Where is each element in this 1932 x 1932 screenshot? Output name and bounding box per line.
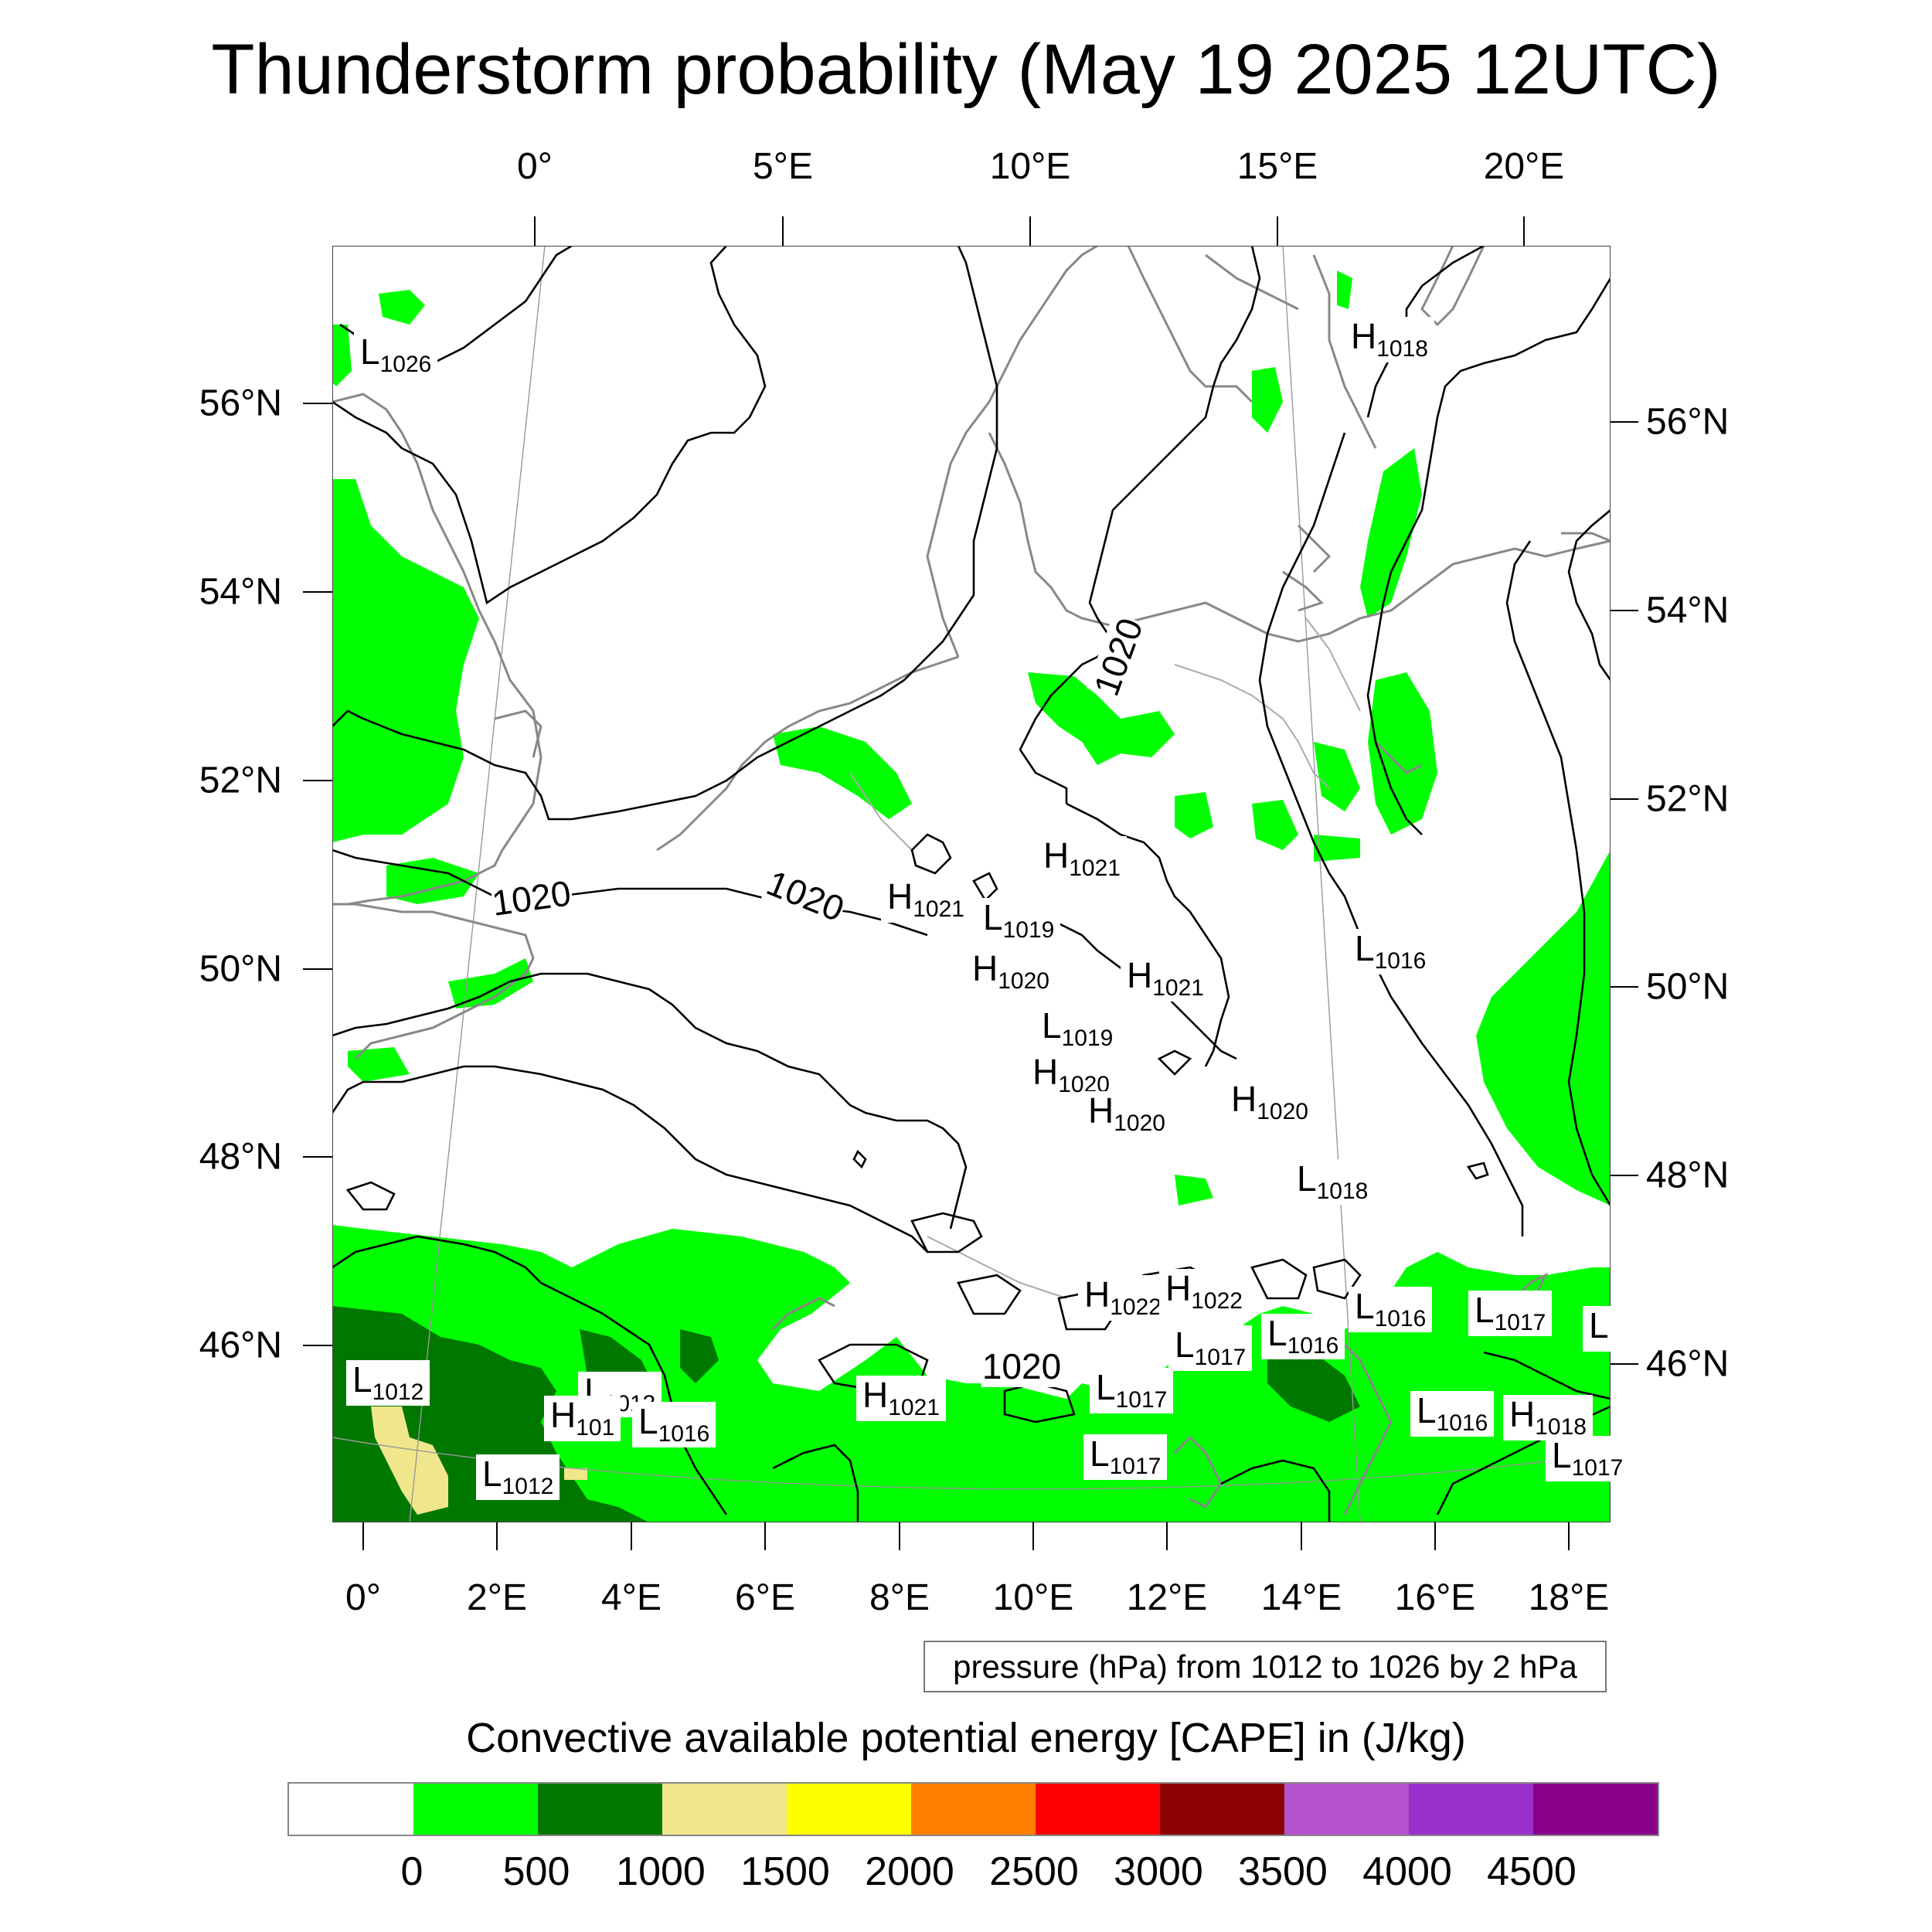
colorbar bbox=[287, 1782, 1659, 1836]
pressure-center-label: H1021 bbox=[881, 877, 971, 923]
borders bbox=[849, 617, 1361, 1299]
pressure-center-label: H1020 bbox=[1225, 1080, 1315, 1125]
bottom-lon-tick: 6°E bbox=[735, 1577, 795, 1618]
pressure-center-label: L1017 bbox=[1468, 1291, 1553, 1336]
colorbar-segment bbox=[1284, 1784, 1409, 1835]
left-lat-tick: 54°N bbox=[199, 571, 282, 613]
bottom-lon-tick: 12°E bbox=[1126, 1577, 1208, 1618]
colorbar-segment bbox=[1160, 1784, 1284, 1835]
pressure-center-label: H1018 bbox=[1345, 317, 1434, 362]
right-lat-tick: 52°N bbox=[1646, 778, 1730, 820]
pressure-center-label: L1016 bbox=[632, 1402, 716, 1447]
pressure-center-label: L1017 bbox=[1083, 1434, 1168, 1480]
pressure-center-label: H1018 bbox=[1503, 1395, 1593, 1440]
pressure-center-label: H1022 bbox=[1159, 1269, 1249, 1315]
left-lat-tick: 48°N bbox=[199, 1136, 282, 1178]
colorbar-segment bbox=[911, 1784, 1036, 1835]
colorbar-tick-label: 1500 bbox=[740, 1849, 830, 1894]
page-title: Thunderstorm probability (May 19 2025 12… bbox=[211, 30, 1721, 109]
top-lon-tick: 15°E bbox=[1236, 146, 1318, 187]
pressure-center-label: H1020 bbox=[966, 949, 1056, 995]
cape-fill-1000-1500 bbox=[371, 1406, 587, 1515]
colorbar-tick-label: 4000 bbox=[1362, 1849, 1452, 1894]
top-lon-tick: 0° bbox=[517, 146, 553, 187]
pressure-center-label: L1016 bbox=[1410, 1391, 1495, 1437]
colorbar-segment bbox=[1036, 1784, 1160, 1835]
coastlines bbox=[332, 246, 1611, 1515]
pressure-center-label: L1012 bbox=[346, 1360, 430, 1406]
colorbar-segment bbox=[413, 1784, 538, 1835]
bottom-lon-tick: 16°E bbox=[1394, 1577, 1476, 1618]
colorbar-segment bbox=[662, 1784, 787, 1835]
cape-fill-0-500 bbox=[332, 270, 1611, 1522]
pressure-note: pressure (hPa) from 1012 to 1026 by 2 hP… bbox=[923, 1641, 1607, 1692]
colorbar-tick-label: 2500 bbox=[989, 1849, 1079, 1894]
pressure-center-label: L1017 bbox=[1546, 1436, 1630, 1481]
colorbar-segment bbox=[1533, 1784, 1658, 1835]
pressure-center-label: H1022 bbox=[1078, 1275, 1168, 1321]
left-lat-tick: 50°N bbox=[199, 948, 282, 990]
pressure-center-label: L1017 bbox=[1090, 1368, 1174, 1413]
isobar-label: 1020 bbox=[761, 862, 849, 930]
right-lat-tick: 46°N bbox=[1646, 1343, 1730, 1385]
right-lat-tick: 50°N bbox=[1646, 966, 1730, 1008]
bottom-lon-tick: 2°E bbox=[467, 1577, 527, 1618]
right-lat-tick: 56°N bbox=[1646, 401, 1730, 443]
colorbar-segment bbox=[1409, 1784, 1533, 1835]
pressure-center-label: L1016 bbox=[1349, 1287, 1433, 1332]
isobar-label: 1020 bbox=[982, 1346, 1061, 1386]
pressure-center-label: L bbox=[1583, 1306, 1615, 1352]
colorbar-title: Convective available potential energy [C… bbox=[466, 1715, 1466, 1761]
colorbar-tick-label: 4500 bbox=[1487, 1849, 1577, 1894]
left-lat-tick: 46°N bbox=[199, 1325, 282, 1366]
bottom-lon-tick: 0° bbox=[345, 1577, 381, 1618]
pressure-center-label: H101 bbox=[544, 1396, 621, 1441]
pressure-center-label: L1016 bbox=[1349, 929, 1433, 975]
pressure-center-label: L1017 bbox=[1168, 1325, 1253, 1371]
colorbar-tick-label: 0 bbox=[400, 1849, 423, 1894]
colorbar-tick-label: 2000 bbox=[865, 1849, 954, 1894]
tick-marks bbox=[303, 216, 1638, 1550]
pressure-center-label: L1012 bbox=[476, 1454, 560, 1500]
bottom-lon-tick: 14°E bbox=[1260, 1577, 1342, 1618]
colorbar-segment bbox=[289, 1784, 413, 1835]
bottom-lon-tick: 8°E bbox=[869, 1577, 930, 1618]
bottom-lon-tick: 10°E bbox=[992, 1577, 1074, 1618]
pressure-center-label: L1018 bbox=[1291, 1159, 1375, 1205]
pressure-center-label: H1021 bbox=[856, 1376, 946, 1421]
right-lat-tick: 48°N bbox=[1646, 1155, 1730, 1196]
pressure-center-label: H1021 bbox=[1037, 836, 1127, 882]
bottom-lon-tick: 4°E bbox=[601, 1577, 662, 1618]
colorbar-segment bbox=[538, 1784, 662, 1835]
top-lon-tick: 5°E bbox=[753, 146, 813, 187]
colorbar-tick-label: 1000 bbox=[616, 1849, 706, 1894]
right-lat-tick: 54°N bbox=[1646, 590, 1730, 631]
pressure-center-label: L1026 bbox=[354, 332, 438, 378]
colorbar-segment bbox=[787, 1784, 911, 1835]
top-lon-tick: 20°E bbox=[1483, 146, 1565, 187]
left-lat-tick: 56°N bbox=[199, 383, 282, 424]
pressure-center-label: L1016 bbox=[1261, 1314, 1345, 1359]
bottom-lon-tick: 18°E bbox=[1528, 1577, 1610, 1618]
colorbar-tick-label: 3000 bbox=[1114, 1849, 1203, 1894]
top-lon-tick: 10°E bbox=[989, 146, 1071, 187]
isobars bbox=[332, 246, 1611, 1522]
colorbar-tick-label: 500 bbox=[502, 1849, 570, 1894]
pressure-center-label: H1021 bbox=[1121, 956, 1210, 1002]
colorbar-tick-label: 3500 bbox=[1238, 1849, 1328, 1894]
pressure-center-label: H1020 bbox=[1082, 1091, 1172, 1137]
pressure-center-label: L1019 bbox=[977, 898, 1061, 944]
pressure-center-label: L1019 bbox=[1036, 1006, 1120, 1052]
left-lat-tick: 52°N bbox=[199, 760, 282, 801]
